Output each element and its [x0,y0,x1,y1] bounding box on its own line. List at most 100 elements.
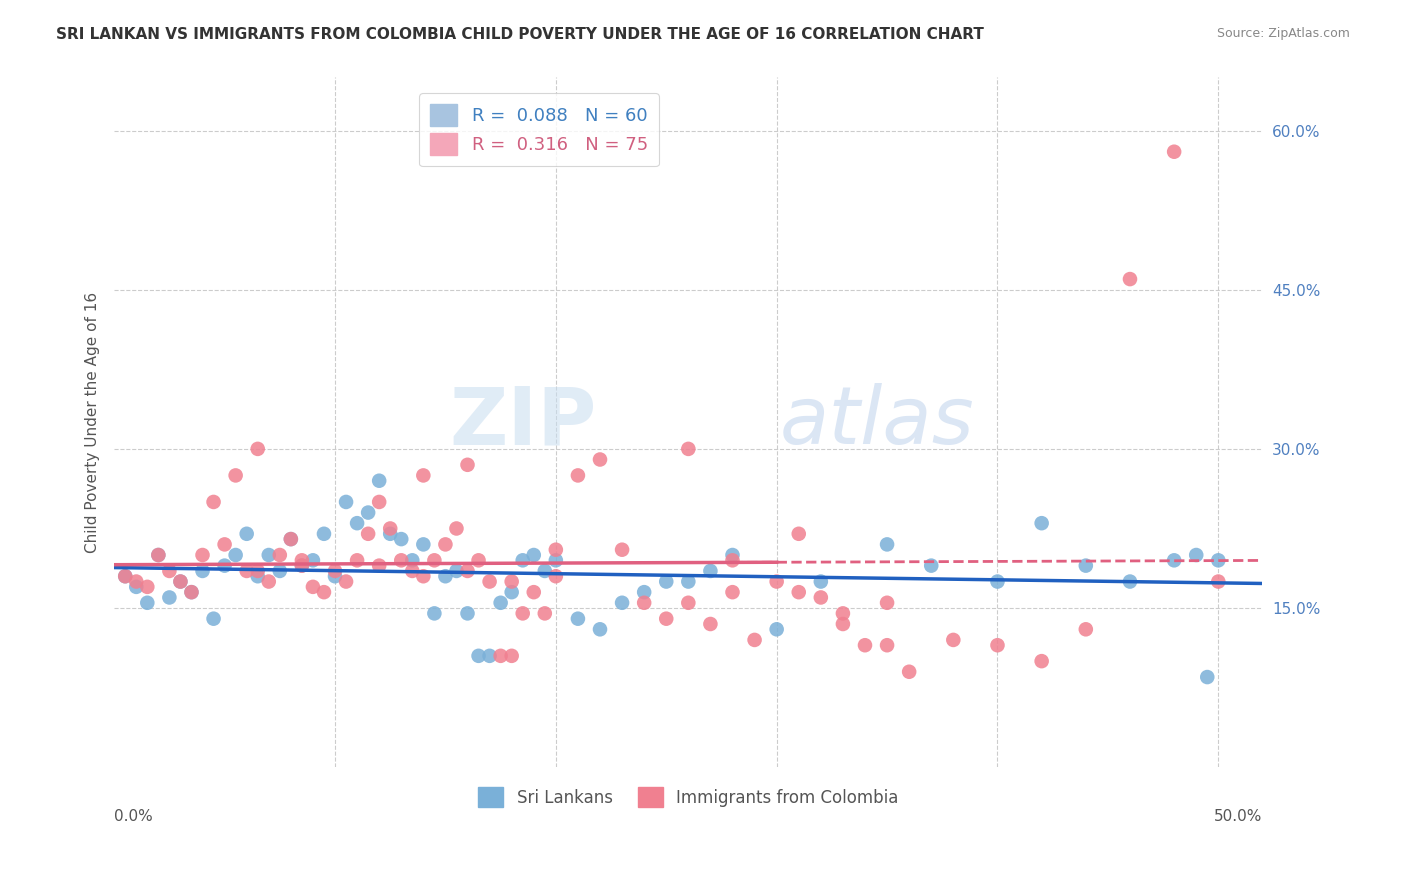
Text: SRI LANKAN VS IMMIGRANTS FROM COLOMBIA CHILD POVERTY UNDER THE AGE OF 16 CORRELA: SRI LANKAN VS IMMIGRANTS FROM COLOMBIA C… [56,27,984,42]
Point [169,574,191,589]
Point [1208,574,1230,589]
Point [335,574,357,589]
Point [699,564,721,578]
Point [412,537,434,551]
Point [380,521,402,535]
Point [832,607,855,621]
Point [810,574,832,589]
Point [832,617,855,632]
Point [214,558,236,573]
Point [489,596,512,610]
Point [257,574,280,589]
Point [401,564,423,578]
Point [589,622,612,636]
Point [876,638,898,652]
Point [346,516,368,531]
Point [589,452,612,467]
Point [446,521,468,535]
Point [678,596,700,610]
Point [357,526,380,541]
Point [302,553,325,567]
Point [302,580,325,594]
Point [610,542,633,557]
Point [291,558,314,573]
Point [114,569,136,583]
Point [269,548,291,562]
Point [853,638,876,652]
Point [202,612,225,626]
Point [533,607,555,621]
Point [246,564,269,578]
Point [446,564,468,578]
Point [323,564,346,578]
Point [1074,622,1097,636]
Point [235,564,257,578]
Point [368,495,391,509]
Point [898,665,921,679]
Point [312,526,335,541]
Point [986,638,1008,652]
Point [544,542,567,557]
Point [1119,574,1142,589]
Point [389,532,412,546]
Point [787,585,810,599]
Point [699,617,721,632]
Point [412,569,434,583]
Y-axis label: Child Poverty Under the Age of 16: Child Poverty Under the Age of 16 [86,292,100,553]
Point [180,585,202,599]
Text: 50.0%: 50.0% [1215,809,1263,823]
Point [533,564,555,578]
Point [501,585,523,599]
Text: 0.0%: 0.0% [114,809,153,823]
Point [148,548,170,562]
Point [114,569,136,583]
Point [169,574,191,589]
Point [478,648,501,663]
Point [323,569,346,583]
Point [1074,558,1097,573]
Point [280,532,302,546]
Point [380,526,402,541]
Point [1163,145,1185,159]
Point [157,564,180,578]
Point [501,574,523,589]
Point [544,553,567,567]
Point [136,580,159,594]
Point [678,442,700,456]
Point [721,553,744,567]
Point [544,569,567,583]
Point [225,548,247,562]
Point [721,548,744,562]
Point [368,558,391,573]
Point [434,569,457,583]
Point [523,548,546,562]
Point [191,564,214,578]
Point [1031,516,1053,531]
Point [157,591,180,605]
Point [721,585,744,599]
Point [567,468,589,483]
Point [225,468,247,483]
Point [1185,548,1208,562]
Point [478,574,501,589]
Point [257,548,280,562]
Point [280,532,302,546]
Point [457,564,479,578]
Point [467,553,489,567]
Point [148,548,170,562]
Point [125,580,148,594]
Text: Source: ZipAtlas.com: Source: ZipAtlas.com [1216,27,1350,40]
Point [942,632,965,647]
Point [246,569,269,583]
Point [876,537,898,551]
Point [291,553,314,567]
Point [423,553,446,567]
Point [512,607,534,621]
Point [633,596,655,610]
Point [655,612,678,626]
Point [412,468,434,483]
Point [467,648,489,663]
Point [655,574,678,589]
Point [191,548,214,562]
Point [401,553,423,567]
